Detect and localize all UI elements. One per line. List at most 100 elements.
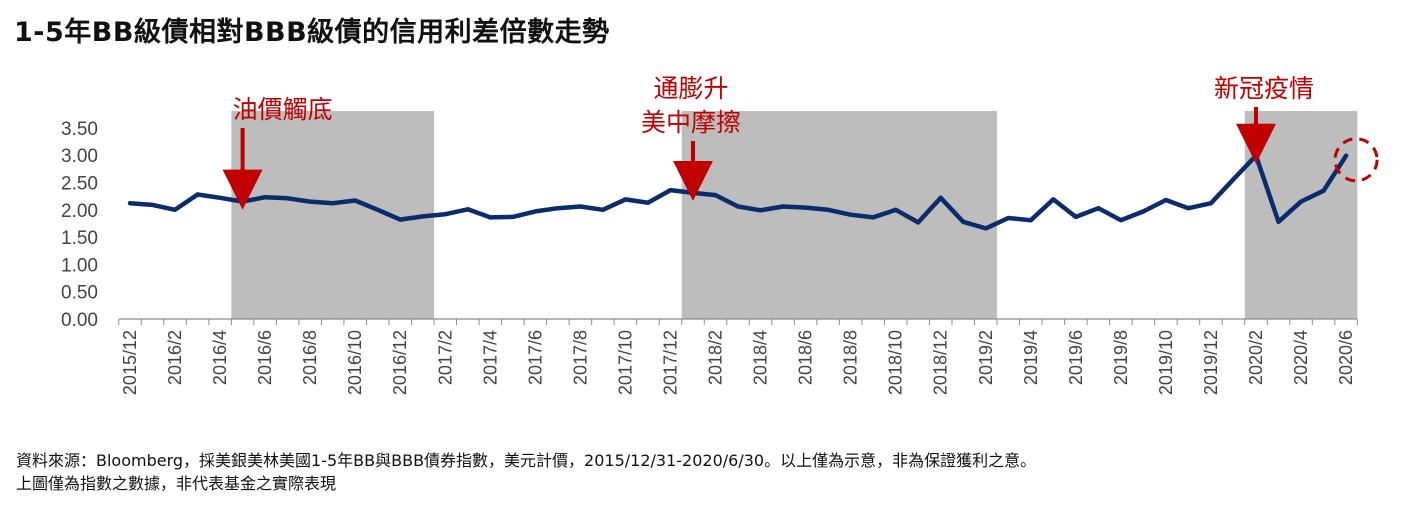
data-point <box>1208 201 1213 206</box>
data-point <box>555 206 560 211</box>
x-tick-label: 2017/10 <box>615 330 635 395</box>
shaded-period-1 <box>231 111 435 319</box>
data-point <box>1006 215 1011 220</box>
data-point <box>128 201 132 206</box>
data-point <box>420 214 425 219</box>
line-chart: 0.00 0.50 1.00 1.50 2.00 2.50 3.00 3.50 2015/12… <box>61 74 1379 395</box>
x-tick-label: 2019/10 <box>1156 330 1176 395</box>
data-point <box>781 204 786 209</box>
x-tick-label: 2016/2 <box>165 330 185 385</box>
data-point <box>1276 219 1281 224</box>
data-point <box>600 207 605 212</box>
shaded-period-3 <box>1244 111 1358 319</box>
data-point <box>488 215 493 220</box>
x-tick-label: 2020/2 <box>1246 330 1266 385</box>
data-point <box>961 219 966 224</box>
annotation-label: 油價觸底 <box>233 95 333 124</box>
x-tick-label: 2018/8 <box>841 330 861 385</box>
y-tick-label: 2.50 <box>61 174 98 195</box>
x-tick-label: 2017/8 <box>570 330 590 385</box>
data-point <box>375 207 380 212</box>
data-point <box>465 207 470 212</box>
x-tick-label: 2019/6 <box>1066 330 1086 385</box>
data-point <box>1299 199 1304 204</box>
data-point <box>353 198 358 203</box>
x-tick-label: 2016/6 <box>255 330 275 385</box>
data-point <box>826 207 831 212</box>
data-point <box>443 212 448 217</box>
data-point <box>848 212 853 217</box>
data-point <box>1096 206 1101 211</box>
data-point <box>916 220 921 225</box>
y-tick-label: 1.00 <box>61 255 98 276</box>
data-point <box>1051 197 1056 202</box>
source-note: 資料來源：Bloomberg，採美銀美林美國1-5年BB與BBB債券指數，美元計… <box>16 449 1036 495</box>
data-point <box>1254 153 1258 158</box>
x-tick-label: 2018/12 <box>931 330 951 395</box>
data-point <box>1141 209 1146 214</box>
x-tick-label: 2018/4 <box>751 330 771 385</box>
data-point <box>668 188 673 193</box>
data-point <box>240 199 245 204</box>
annotation-label: 新冠疫情 <box>1214 74 1314 103</box>
data-point <box>263 195 268 200</box>
x-tick-label: 2019/2 <box>976 330 996 385</box>
x-tick-label: 2019/8 <box>1111 330 1131 385</box>
x-tick-label: 2015/12 <box>120 330 140 395</box>
x-axis: 2015/12 2016/2 2016/4 2016/6 2016/8 2016/10 20… <box>118 318 1358 395</box>
data-point <box>983 226 988 231</box>
y-tick-label: 3.50 <box>61 119 98 140</box>
data-point <box>1118 218 1123 223</box>
data-point <box>1073 214 1078 219</box>
data-point <box>803 205 808 210</box>
x-tick-label: 2017/6 <box>525 330 545 385</box>
annotation-label: 美中摩擦 <box>641 108 741 137</box>
shaded-period-2 <box>681 111 998 319</box>
x-tick-label: 2016/8 <box>300 330 320 385</box>
x-tick-label: 2019/12 <box>1201 330 1221 395</box>
source-line-2: 上圖僅為指數之數據，非代表基金之實際表現 <box>16 474 337 493</box>
x-tick-label: 2016/10 <box>345 330 365 395</box>
data-point <box>1344 153 1349 158</box>
y-tick-label: 0.00 <box>61 310 98 331</box>
data-point <box>736 204 741 209</box>
highlight-circle <box>1333 137 1379 183</box>
data-point <box>871 215 876 220</box>
x-tick-label: 2017/12 <box>660 330 680 395</box>
y-tick-label: 2.00 <box>61 201 98 222</box>
data-point <box>285 196 290 201</box>
data-point <box>150 202 155 207</box>
x-tick-label: 2017/4 <box>480 330 500 385</box>
x-tick-label: 2020/6 <box>1336 330 1356 385</box>
data-point <box>218 195 223 200</box>
data-point <box>893 207 898 212</box>
data-point <box>1028 218 1033 223</box>
y-tick-label: 0.50 <box>61 283 98 304</box>
chart-title: 1-5年BB級債相對BBB級債的信用利差倍數走勢 <box>14 17 610 48</box>
x-tick-label: 2016/12 <box>390 330 410 395</box>
data-point <box>578 204 583 209</box>
data-point <box>173 207 178 212</box>
data-point <box>758 208 763 213</box>
data-point <box>713 193 718 198</box>
y-tick-label: 1.50 <box>61 228 98 249</box>
data-point <box>308 199 313 204</box>
x-tick-label: 2016/4 <box>210 330 230 385</box>
y-axis: 0.00 0.50 1.00 1.50 2.00 2.50 3.00 3.50 <box>61 119 98 331</box>
data-point <box>691 190 695 195</box>
data-point <box>195 192 200 197</box>
shaded-periods <box>231 111 1358 319</box>
x-tick-label: 2019/4 <box>1021 330 1041 385</box>
data-point <box>533 209 538 214</box>
series-line-group <box>127 153 1349 231</box>
x-tick-label: 2018/6 <box>796 330 816 385</box>
x-tick-label: 2018/2 <box>706 330 726 385</box>
data-point <box>645 200 650 205</box>
data-point <box>330 201 335 206</box>
x-tick-label: 2020/4 <box>1291 330 1311 385</box>
data-point <box>1163 197 1168 202</box>
data-point <box>938 195 943 200</box>
data-point <box>1321 188 1326 193</box>
source-line-1: 資料來源：Bloomberg，採美銀美林美國1-5年BB與BBB債券指數，美元計… <box>16 451 1037 470</box>
